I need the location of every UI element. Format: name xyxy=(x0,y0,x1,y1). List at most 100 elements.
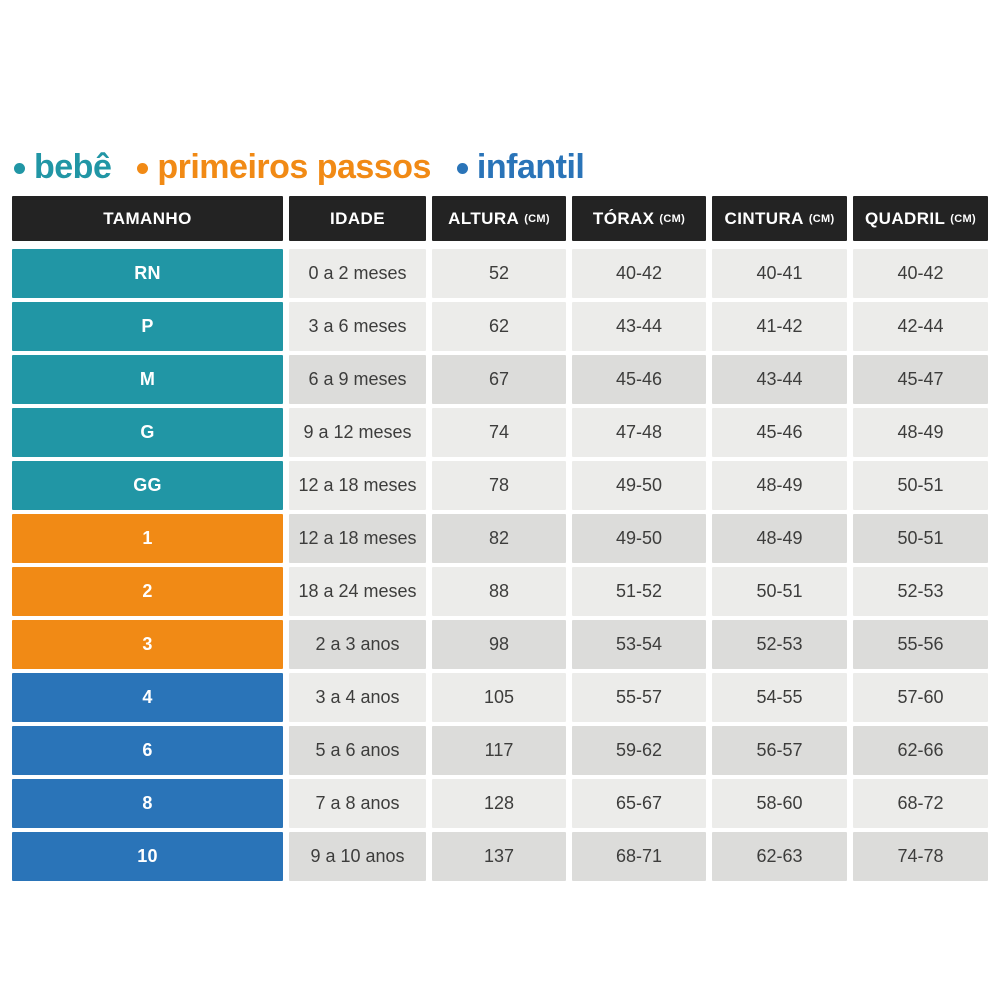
chest-cell: 40-42 xyxy=(572,249,706,298)
height-cell: 82 xyxy=(432,514,566,563)
height-cell: 78 xyxy=(432,461,566,510)
hip-cell: 62-66 xyxy=(853,726,988,775)
hip-cell: 57-60 xyxy=(853,673,988,722)
legend-label: bebê xyxy=(34,147,112,186)
header-unit: (CM) xyxy=(659,212,686,225)
chest-cell: 68-71 xyxy=(572,832,706,881)
header-label: ALTURA xyxy=(448,208,520,228)
size-cell: P xyxy=(12,302,283,351)
header-unit: (CM) xyxy=(524,212,550,225)
hip-cell: 45-47 xyxy=(853,355,988,404)
header-label: IDADE xyxy=(330,208,385,228)
height-cell: 67 xyxy=(432,355,566,404)
waist-cell: 54-55 xyxy=(712,673,847,722)
height-cell: 98 xyxy=(432,620,566,669)
height-cell: 74 xyxy=(432,408,566,457)
hip-cell: 50-51 xyxy=(853,514,988,563)
age-cell: 3 a 4 anos xyxy=(289,673,426,722)
chest-cell: 47-48 xyxy=(572,408,706,457)
waist-cell: 43-44 xyxy=(712,355,847,404)
size-cell: GG xyxy=(12,461,283,510)
size-cell: 6 xyxy=(12,726,283,775)
hip-cell: 50-51 xyxy=(853,461,988,510)
waist-cell: 48-49 xyxy=(712,514,847,563)
header-unit: (CM) xyxy=(808,212,835,225)
chest-cell: 65-67 xyxy=(572,779,706,828)
legend-label: infantil xyxy=(476,147,585,186)
size-cell: RN xyxy=(12,249,283,298)
hip-cell: 42-44 xyxy=(853,302,988,351)
age-cell: 9 a 10 anos xyxy=(289,832,426,881)
legend-bullet-icon xyxy=(14,163,25,174)
chest-cell: 51-52 xyxy=(572,567,706,616)
chest-cell: 49-50 xyxy=(572,461,706,510)
waist-cell: 50-51 xyxy=(712,567,847,616)
header-cell-hip: QUADRIL (CM) xyxy=(853,196,988,241)
header-label: TAMANHO xyxy=(103,208,192,228)
header-label: QUADRIL xyxy=(865,208,946,228)
legend: bebê primeiros passos infantil xyxy=(14,144,585,190)
age-cell: 2 a 3 anos xyxy=(289,620,426,669)
chest-cell: 59-62 xyxy=(572,726,706,775)
header-cell-chest: TÓRAX (CM) xyxy=(572,196,706,241)
age-cell: 3 a 6 meses xyxy=(289,302,426,351)
size-cell: 1 xyxy=(12,514,283,563)
age-cell: 12 a 18 meses xyxy=(289,514,426,563)
hip-cell: 48-49 xyxy=(853,408,988,457)
header-unit: (CM) xyxy=(950,212,976,225)
header-label: CINTURA xyxy=(724,208,804,228)
chest-cell: 53-54 xyxy=(572,620,706,669)
chest-cell: 55-57 xyxy=(572,673,706,722)
waist-cell: 41-42 xyxy=(712,302,847,351)
waist-cell: 40-41 xyxy=(712,249,847,298)
age-cell: 6 a 9 meses xyxy=(289,355,426,404)
hip-cell: 52-53 xyxy=(853,567,988,616)
header-cell-waist: CINTURA (CM) xyxy=(712,196,847,241)
age-cell: 5 a 6 anos xyxy=(289,726,426,775)
waist-cell: 58-60 xyxy=(712,779,847,828)
waist-cell: 56-57 xyxy=(712,726,847,775)
size-cell: 8 xyxy=(12,779,283,828)
legend-bullet-icon xyxy=(456,163,468,174)
height-cell: 128 xyxy=(432,779,566,828)
header-label: TÓRAX xyxy=(592,208,655,228)
age-cell: 12 a 18 meses xyxy=(289,461,426,510)
legend-item-primeiros-passos: primeiros passos xyxy=(137,148,431,187)
age-cell: 7 a 8 anos xyxy=(289,779,426,828)
waist-cell: 45-46 xyxy=(712,408,847,457)
waist-cell: 62-63 xyxy=(712,832,847,881)
header-cell-height: ALTURA (CM) xyxy=(432,196,566,241)
chest-cell: 49-50 xyxy=(572,514,706,563)
size-cell: M xyxy=(12,355,283,404)
legend-item-bebe: bebê xyxy=(14,147,112,187)
height-cell: 105 xyxy=(432,673,566,722)
chest-cell: 43-44 xyxy=(572,302,706,351)
age-cell: 0 a 2 meses xyxy=(289,249,426,298)
size-chart-table: TAMANHO IDADE ALTURA (CM) TÓRAX (CM) CINTURA (C… xyxy=(12,196,988,881)
legend-bullet-icon xyxy=(137,163,149,174)
hip-cell: 74-78 xyxy=(853,832,988,881)
size-cell: 3 xyxy=(12,620,283,669)
size-cell: G xyxy=(12,408,283,457)
header-cell-size: TAMANHO xyxy=(12,196,283,241)
size-cell: 2 xyxy=(12,567,283,616)
header-cell-age: IDADE xyxy=(289,196,426,241)
chest-cell: 45-46 xyxy=(572,355,706,404)
age-cell: 18 a 24 meses xyxy=(289,567,426,616)
height-cell: 88 xyxy=(432,567,566,616)
height-cell: 117 xyxy=(432,726,566,775)
waist-cell: 48-49 xyxy=(712,461,847,510)
height-cell: 137 xyxy=(432,832,566,881)
height-cell: 62 xyxy=(432,302,566,351)
size-cell: 4 xyxy=(12,673,283,722)
size-cell: 10 xyxy=(12,832,283,881)
age-cell: 9 a 12 meses xyxy=(289,408,426,457)
height-cell: 52 xyxy=(432,249,566,298)
waist-cell: 52-53 xyxy=(712,620,847,669)
legend-item-infantil: infantil xyxy=(456,147,585,187)
legend-label: primeiros passos xyxy=(157,147,431,186)
hip-cell: 55-56 xyxy=(853,620,988,669)
hip-cell: 40-42 xyxy=(853,249,988,298)
hip-cell: 68-72 xyxy=(853,779,988,828)
